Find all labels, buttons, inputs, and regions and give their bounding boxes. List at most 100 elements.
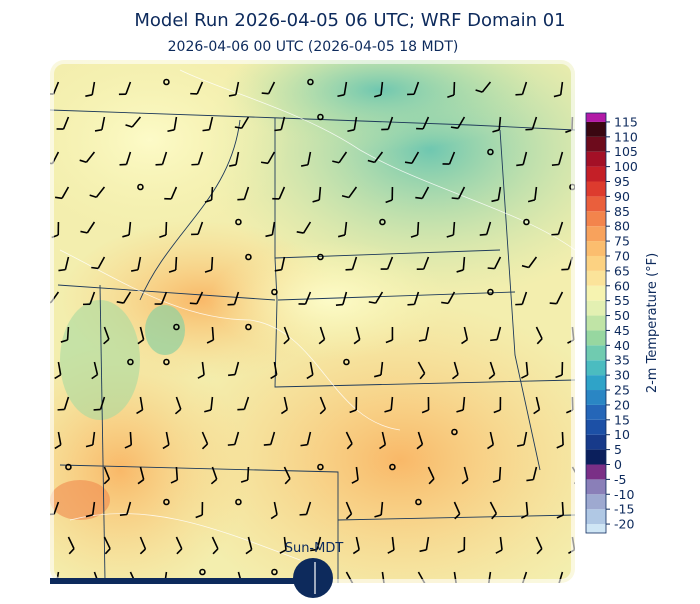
colorbar-tick-label: 0	[614, 457, 622, 472]
colorbar-tick-label: 60	[614, 278, 630, 293]
colorbar-tick-label: -5	[614, 472, 626, 487]
colorbar-tick-label: 20	[614, 397, 630, 412]
color-band	[586, 152, 606, 167]
wind-barb	[68, 327, 69, 340]
wind-barb	[212, 187, 213, 200]
colorbar-tick-label: 15	[614, 412, 630, 427]
color-band	[586, 301, 606, 316]
barb-flag	[50, 585, 57, 586]
barb-flag	[91, 267, 98, 268]
colorbar-bands	[586, 92, 606, 539]
wind-barb	[248, 467, 249, 480]
colorbar-tick-label: 55	[614, 293, 630, 308]
color-band	[586, 271, 606, 286]
barb-flag	[441, 302, 448, 303]
barb-flag	[336, 305, 343, 306]
barb-flag	[58, 270, 65, 271]
colorbar-tick-label: 80	[614, 219, 630, 234]
color-band	[586, 435, 606, 450]
wind-barb	[463, 257, 464, 270]
color-band	[586, 375, 606, 390]
barb-flag	[480, 234, 487, 235]
timeline-label: Sun-MDT	[285, 541, 344, 556]
barb-flag	[275, 270, 282, 271]
barb-flag	[228, 375, 235, 376]
timeline-bar	[50, 578, 312, 584]
color-band	[586, 122, 606, 137]
colorbar-tick-label: 100	[614, 159, 638, 174]
color-band	[586, 479, 606, 494]
colorbar-tick-label: 40	[614, 338, 630, 353]
color-band	[586, 494, 606, 509]
barb-flag	[405, 162, 412, 163]
color-band	[586, 137, 606, 152]
color-band	[586, 405, 606, 420]
color-band	[586, 107, 606, 122]
map	[0, 0, 660, 600]
wind-barb	[176, 467, 177, 480]
barb-flag	[228, 444, 235, 445]
colorbar-tick-label: 35	[614, 353, 630, 368]
wind-barb	[562, 432, 563, 445]
colorbar-tick-label: 110	[614, 129, 638, 144]
color-band	[586, 226, 606, 241]
barb-flag	[264, 444, 271, 445]
color-band	[586, 450, 606, 465]
color-band	[586, 345, 606, 360]
colorbar-tick-label: 115	[614, 114, 638, 129]
color-band	[586, 211, 606, 226]
color-band	[586, 241, 606, 256]
barb-flag	[261, 162, 268, 163]
barb-flag	[415, 198, 422, 199]
color-band	[586, 390, 606, 405]
colorbar-tick-label: 50	[614, 308, 630, 323]
colorbar-tick-label: -15	[614, 502, 634, 517]
colorbar-tick-label: 85	[614, 204, 630, 219]
colorbar-tick-label: 45	[614, 323, 630, 338]
color-band	[586, 509, 606, 524]
barb-flag	[452, 198, 459, 199]
colorbar-tick-label: 70	[614, 248, 630, 263]
colorbar-tick-label: 75	[614, 234, 630, 249]
wind-barb	[453, 222, 454, 235]
barb-flag	[516, 165, 523, 166]
barb-flag	[490, 340, 497, 341]
subtitle: 2026-04-06 00 UTC (2026-04-05 18 MDT)	[168, 39, 459, 55]
barb-flag	[552, 165, 559, 166]
barb-flag	[301, 445, 308, 446]
colorbar-tick-label: 105	[614, 144, 638, 159]
barb-flag	[262, 93, 269, 94]
colorbar: -20-15-10-505101520253035404550556065707…	[586, 92, 638, 539]
color-band	[586, 196, 606, 211]
color-band	[586, 464, 606, 479]
wind-barb	[176, 257, 177, 270]
colorbar-tick-label: 65	[614, 263, 630, 278]
color-band	[586, 286, 606, 301]
colorbar-tick-label: 95	[614, 174, 630, 189]
title: Model Run 2026-04-05 06 UTC; WRF Domain …	[134, 10, 565, 31]
colorbar-tick-label: 90	[614, 189, 630, 204]
color-band	[586, 256, 606, 271]
barb-flag	[451, 127, 458, 128]
timeline-knob[interactable]	[293, 558, 333, 598]
wind-barb	[130, 432, 131, 445]
color-band	[586, 420, 606, 435]
colorbar-tick-label: 30	[614, 368, 630, 383]
wind-barb	[212, 327, 213, 340]
colorbar-tick-label: -20	[614, 517, 634, 532]
barb-flag	[488, 268, 495, 269]
wind-barb	[500, 467, 501, 480]
wind-barb	[212, 257, 213, 270]
barb-flag	[203, 130, 210, 131]
colorbar-tick-label: 10	[614, 427, 630, 442]
colorbar-tick-label: 5	[614, 442, 622, 457]
color-band	[586, 316, 606, 331]
barb-flag	[55, 197, 62, 198]
barb-flag	[274, 130, 281, 131]
color-band	[586, 360, 606, 375]
color-band	[586, 182, 606, 197]
wind-barb	[319, 187, 320, 200]
barb-flag	[526, 480, 533, 481]
colorbar-tick-label: -10	[614, 487, 634, 502]
